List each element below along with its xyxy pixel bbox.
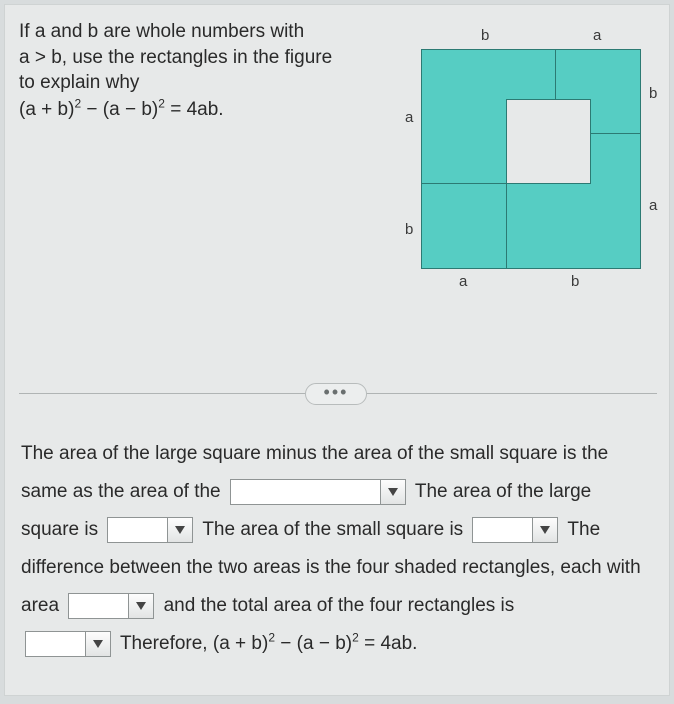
eq-sup: 2 (158, 97, 165, 111)
more-dots-icon[interactable]: ••• (305, 383, 367, 405)
prompt-line-1: If a and b are whole numbers with (19, 21, 304, 42)
label-left-a: a (405, 109, 413, 126)
ans-text: difference between the two areas is the … (21, 557, 602, 578)
label-right-a: a (649, 197, 657, 214)
eq-sup: 2 (352, 631, 359, 645)
ans-text: The area of the small square is (202, 519, 463, 540)
chevron-down-icon[interactable] (129, 594, 153, 618)
prompt-line-2: a > b, use the rectangles in the figure (19, 47, 332, 68)
label-bottom-a: a (459, 273, 467, 290)
ans-text: The area of the large square minus the a… (21, 443, 608, 464)
eq-part: − (a − b) (81, 99, 158, 120)
label-top-a: a (593, 27, 601, 44)
ans-text: same as the area of the (21, 481, 221, 502)
chevron-down-icon[interactable] (86, 632, 110, 656)
divider-line (506, 184, 507, 269)
eq-part: Therefore, (a + b) (120, 633, 268, 654)
dropdown-4[interactable] (68, 593, 154, 619)
dropdown-value (473, 518, 533, 542)
eq-part: (a + b) (19, 99, 74, 120)
ans-text: The (567, 519, 600, 540)
eq-sup: 2 (268, 631, 275, 645)
ans-conclusion: Therefore, (a + b)2 − (a − b)2 = 4ab. (120, 633, 418, 654)
answer-block: The area of the large square minus the a… (21, 435, 653, 663)
ans-text: and the total area of the four rectangle… (164, 595, 515, 616)
dropdown-5[interactable] (25, 631, 111, 657)
dropdown-value (231, 480, 381, 504)
question-panel: If a and b are whole numbers with a > b,… (4, 4, 670, 696)
divider-line (591, 133, 641, 134)
eq-part: − (a − b) (275, 633, 352, 654)
chevron-down-icon[interactable] (381, 480, 405, 504)
label-left-b: b (405, 221, 413, 238)
label-right-b: b (649, 85, 657, 102)
ans-text: The area of the large (415, 481, 591, 502)
dropdown-3[interactable] (472, 517, 558, 543)
divider-line (421, 183, 506, 184)
dropdown-value (108, 518, 168, 542)
figure: b a b a a b a b (421, 49, 641, 269)
equation: (a + b)2 − (a − b)2 = 4ab. (19, 99, 224, 120)
dropdown-2[interactable] (107, 517, 193, 543)
chevron-down-icon[interactable] (533, 518, 557, 542)
figure-wrapper: b a b a a b a b (421, 49, 651, 279)
eq-part: = 4ab. (359, 633, 418, 654)
divider-line (555, 49, 556, 99)
dropdown-value (26, 632, 86, 656)
dropdown-value (69, 594, 129, 618)
ans-text: square is (21, 519, 98, 540)
inner-square (506, 99, 591, 184)
prompt-line-3: to explain why (19, 72, 139, 93)
label-bottom-b: b (571, 273, 579, 290)
chevron-down-icon[interactable] (168, 518, 192, 542)
dropdown-1[interactable] (230, 479, 406, 505)
label-top-b: b (481, 27, 489, 44)
problem-prompt: If a and b are whole numbers with a > b,… (19, 19, 399, 123)
eq-part: = 4ab. (165, 99, 224, 120)
